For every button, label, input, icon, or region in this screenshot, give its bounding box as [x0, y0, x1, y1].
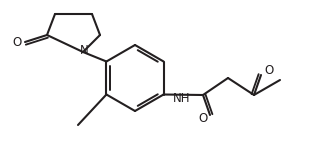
Text: O: O	[12, 35, 22, 48]
Text: O: O	[198, 112, 207, 125]
Text: O: O	[264, 64, 274, 77]
Text: N: N	[80, 45, 88, 58]
Text: NH: NH	[173, 92, 190, 105]
